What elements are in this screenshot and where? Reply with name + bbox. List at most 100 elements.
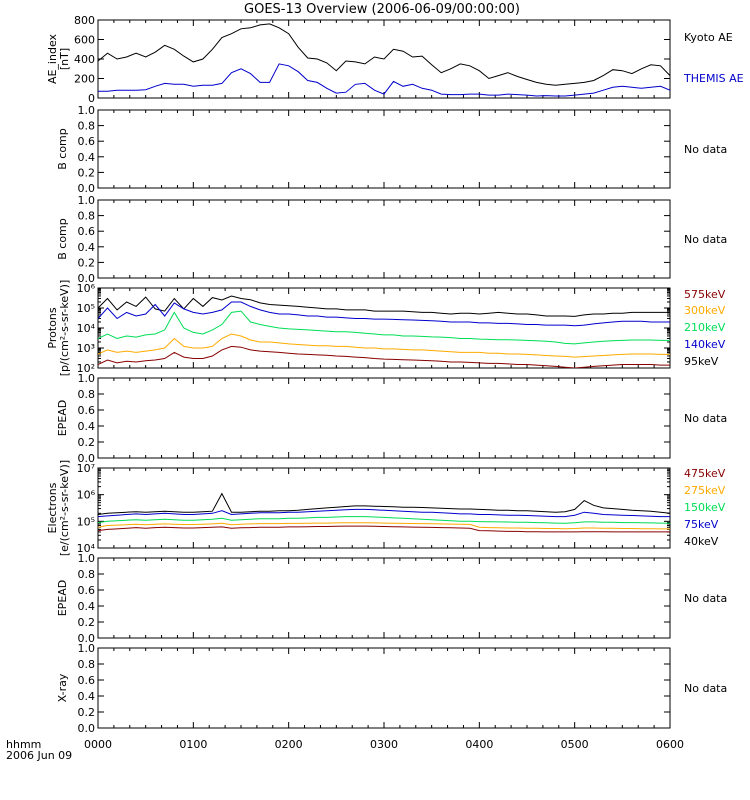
panel-xray: 0.0 0.2 0.4 0.6 0.8 1.0 X-ray No data [56, 642, 727, 735]
series-line-95kev [98, 295, 670, 317]
y-tick-label: 0.0 [78, 272, 96, 285]
panel-frame [97, 557, 671, 639]
y-tick-label: 0.2 [78, 166, 96, 179]
x-axis-label-date: 2006 Jun 09 [6, 749, 72, 762]
y-tick-label: 600 [74, 34, 95, 47]
y-tick-label: 0.8 [78, 658, 96, 671]
y-tick-label: 0.2 [78, 616, 96, 629]
figure-title: GOES-13 Overview (2006-06-09/00:00:00) [244, 2, 520, 17]
y-tick-label: 10⁴ [77, 322, 96, 335]
x-tick-label: 0000 [84, 738, 112, 751]
y-tick-label: 0.0 [78, 722, 96, 735]
x-tick-label: 0600 [656, 738, 684, 751]
y-tick-label: 200 [74, 73, 95, 86]
right-label: No data [684, 592, 727, 605]
right-label: 95keV [684, 355, 719, 368]
right-label: No data [684, 682, 727, 695]
y-tick-label: 10⁶ [77, 489, 96, 502]
right-label: 575keV [684, 288, 726, 301]
series-line-kyoto-ae [98, 23, 670, 86]
y-tick-label: 0.2 [78, 256, 96, 269]
y-tick-label: 0.4 [78, 241, 96, 254]
right-label: 40keV [684, 535, 719, 548]
right-label: No data [684, 143, 727, 156]
y-axis-label: B comp [56, 128, 69, 170]
y-tick-label: 10⁴ [77, 542, 96, 555]
right-label: No data [684, 412, 727, 425]
y-tick-label: 10² [77, 362, 95, 375]
y-axis-label-units: [nT] [58, 48, 71, 70]
x-tick-label: 0100 [179, 738, 207, 751]
series-line-40kev [98, 492, 670, 515]
panel-frame [97, 109, 671, 189]
series-line-75kev [98, 508, 670, 518]
right-label: 140keV [684, 338, 726, 351]
right-label: THEMIS AE [683, 72, 744, 85]
y-tick-label: 0.4 [78, 600, 96, 613]
panel-frame [97, 647, 671, 729]
panel-frame [97, 199, 671, 279]
y-tick-label: 0.8 [78, 568, 96, 581]
y-tick-label: 0.6 [78, 674, 96, 687]
series-line-300kev [98, 333, 670, 358]
series-line-210kev [98, 310, 670, 345]
panel-frame [97, 467, 671, 549]
y-tick-label: 0.6 [78, 404, 96, 417]
y-tick-label: 10⁶ [77, 282, 96, 295]
y-axis-label: EPEAD [56, 400, 69, 437]
y-tick-label: 0.8 [78, 120, 96, 133]
panel-ae: 0 200 400 600 800 AE_index [nT] Kyoto AE THEMIS … [46, 14, 744, 105]
y-tick-label: 800 [74, 14, 95, 27]
y-tick-label: 0.6 [78, 135, 96, 148]
right-label: Kyoto AE [684, 31, 733, 44]
x-axis-label-hhmm: hhmm [6, 738, 41, 751]
right-label: 275keV [684, 484, 726, 497]
y-tick-label: 0.8 [78, 210, 96, 223]
x-tick-label: 0300 [370, 738, 398, 751]
y-axis-label: AE_index [46, 33, 59, 84]
y-tick-label: 0.4 [78, 690, 96, 703]
x-tick-label: 0200 [275, 738, 303, 751]
y-tick-label: 400 [74, 53, 95, 66]
y-tick-label: 0.2 [78, 706, 96, 719]
y-tick-label: 0.0 [78, 182, 96, 195]
x-axis: hhmm 2006 Jun 09 0000 0100 0200 0300 0400 050… [6, 738, 684, 762]
y-axis-label: X-ray [56, 673, 69, 702]
y-tick-label: 0.0 [78, 632, 96, 645]
y-tick-label: 1.0 [78, 642, 96, 655]
right-label: 300keV [684, 304, 726, 317]
y-tick-label: 0.0 [78, 452, 96, 465]
y-axis-label-units: [p/(cm²-s-sr-keV)] [58, 280, 71, 377]
series-line-150kev [98, 516, 670, 524]
y-tick-label: 0.4 [78, 420, 96, 433]
y-tick-label: 10⁵ [77, 515, 95, 528]
y-axis-label: Protons [46, 307, 59, 348]
series-line-575kev [98, 345, 670, 368]
right-label: No data [684, 233, 727, 246]
panel-epead1: 0.0 0.2 0.4 0.6 0.8 1.0 EPEAD No data [56, 372, 727, 465]
panel-electrons: 10⁴ 10⁵ 10⁶ 10⁷ Electrons [e/(cm²-s-sr-keV)] 4… [46, 460, 726, 556]
panel-epead2: 0.0 0.2 0.4 0.6 0.8 1.0 EPEAD No data [56, 552, 727, 645]
y-tick-label: 10⁷ [77, 462, 95, 475]
right-label: 75keV [684, 518, 719, 531]
y-tick-label: 0 [88, 92, 95, 105]
series-line-475kev [98, 525, 670, 533]
y-axis-label: B comp [56, 218, 69, 260]
y-tick-label: 0.2 [78, 436, 96, 449]
right-label: 475keV [684, 467, 726, 480]
panels: 0 200 400 600 800 AE_index [nT] Kyoto AE THEMIS … [46, 14, 744, 735]
y-axis-label: EPEAD [56, 580, 69, 617]
y-axis-label-units: [e/(cm²-s-sr-keV)] [58, 460, 71, 556]
y-tick-label: 1.0 [78, 194, 96, 207]
y-tick-label: 0.4 [78, 151, 96, 164]
panel-protons: 10² 10³ 10⁴ 10⁵ 10⁶ Protons [p/(cm²-s-sr-keV)]… [46, 280, 726, 377]
series-line-275kev [98, 522, 670, 530]
y-tick-label: 0.6 [78, 584, 96, 597]
x-tick-label: 0400 [465, 738, 493, 751]
panel-frame [97, 377, 671, 459]
y-tick-label: 1.0 [78, 104, 96, 117]
series-line-themis-ae [98, 63, 670, 97]
y-tick-label: 1.0 [78, 372, 96, 385]
right-label: 210keV [684, 321, 726, 334]
